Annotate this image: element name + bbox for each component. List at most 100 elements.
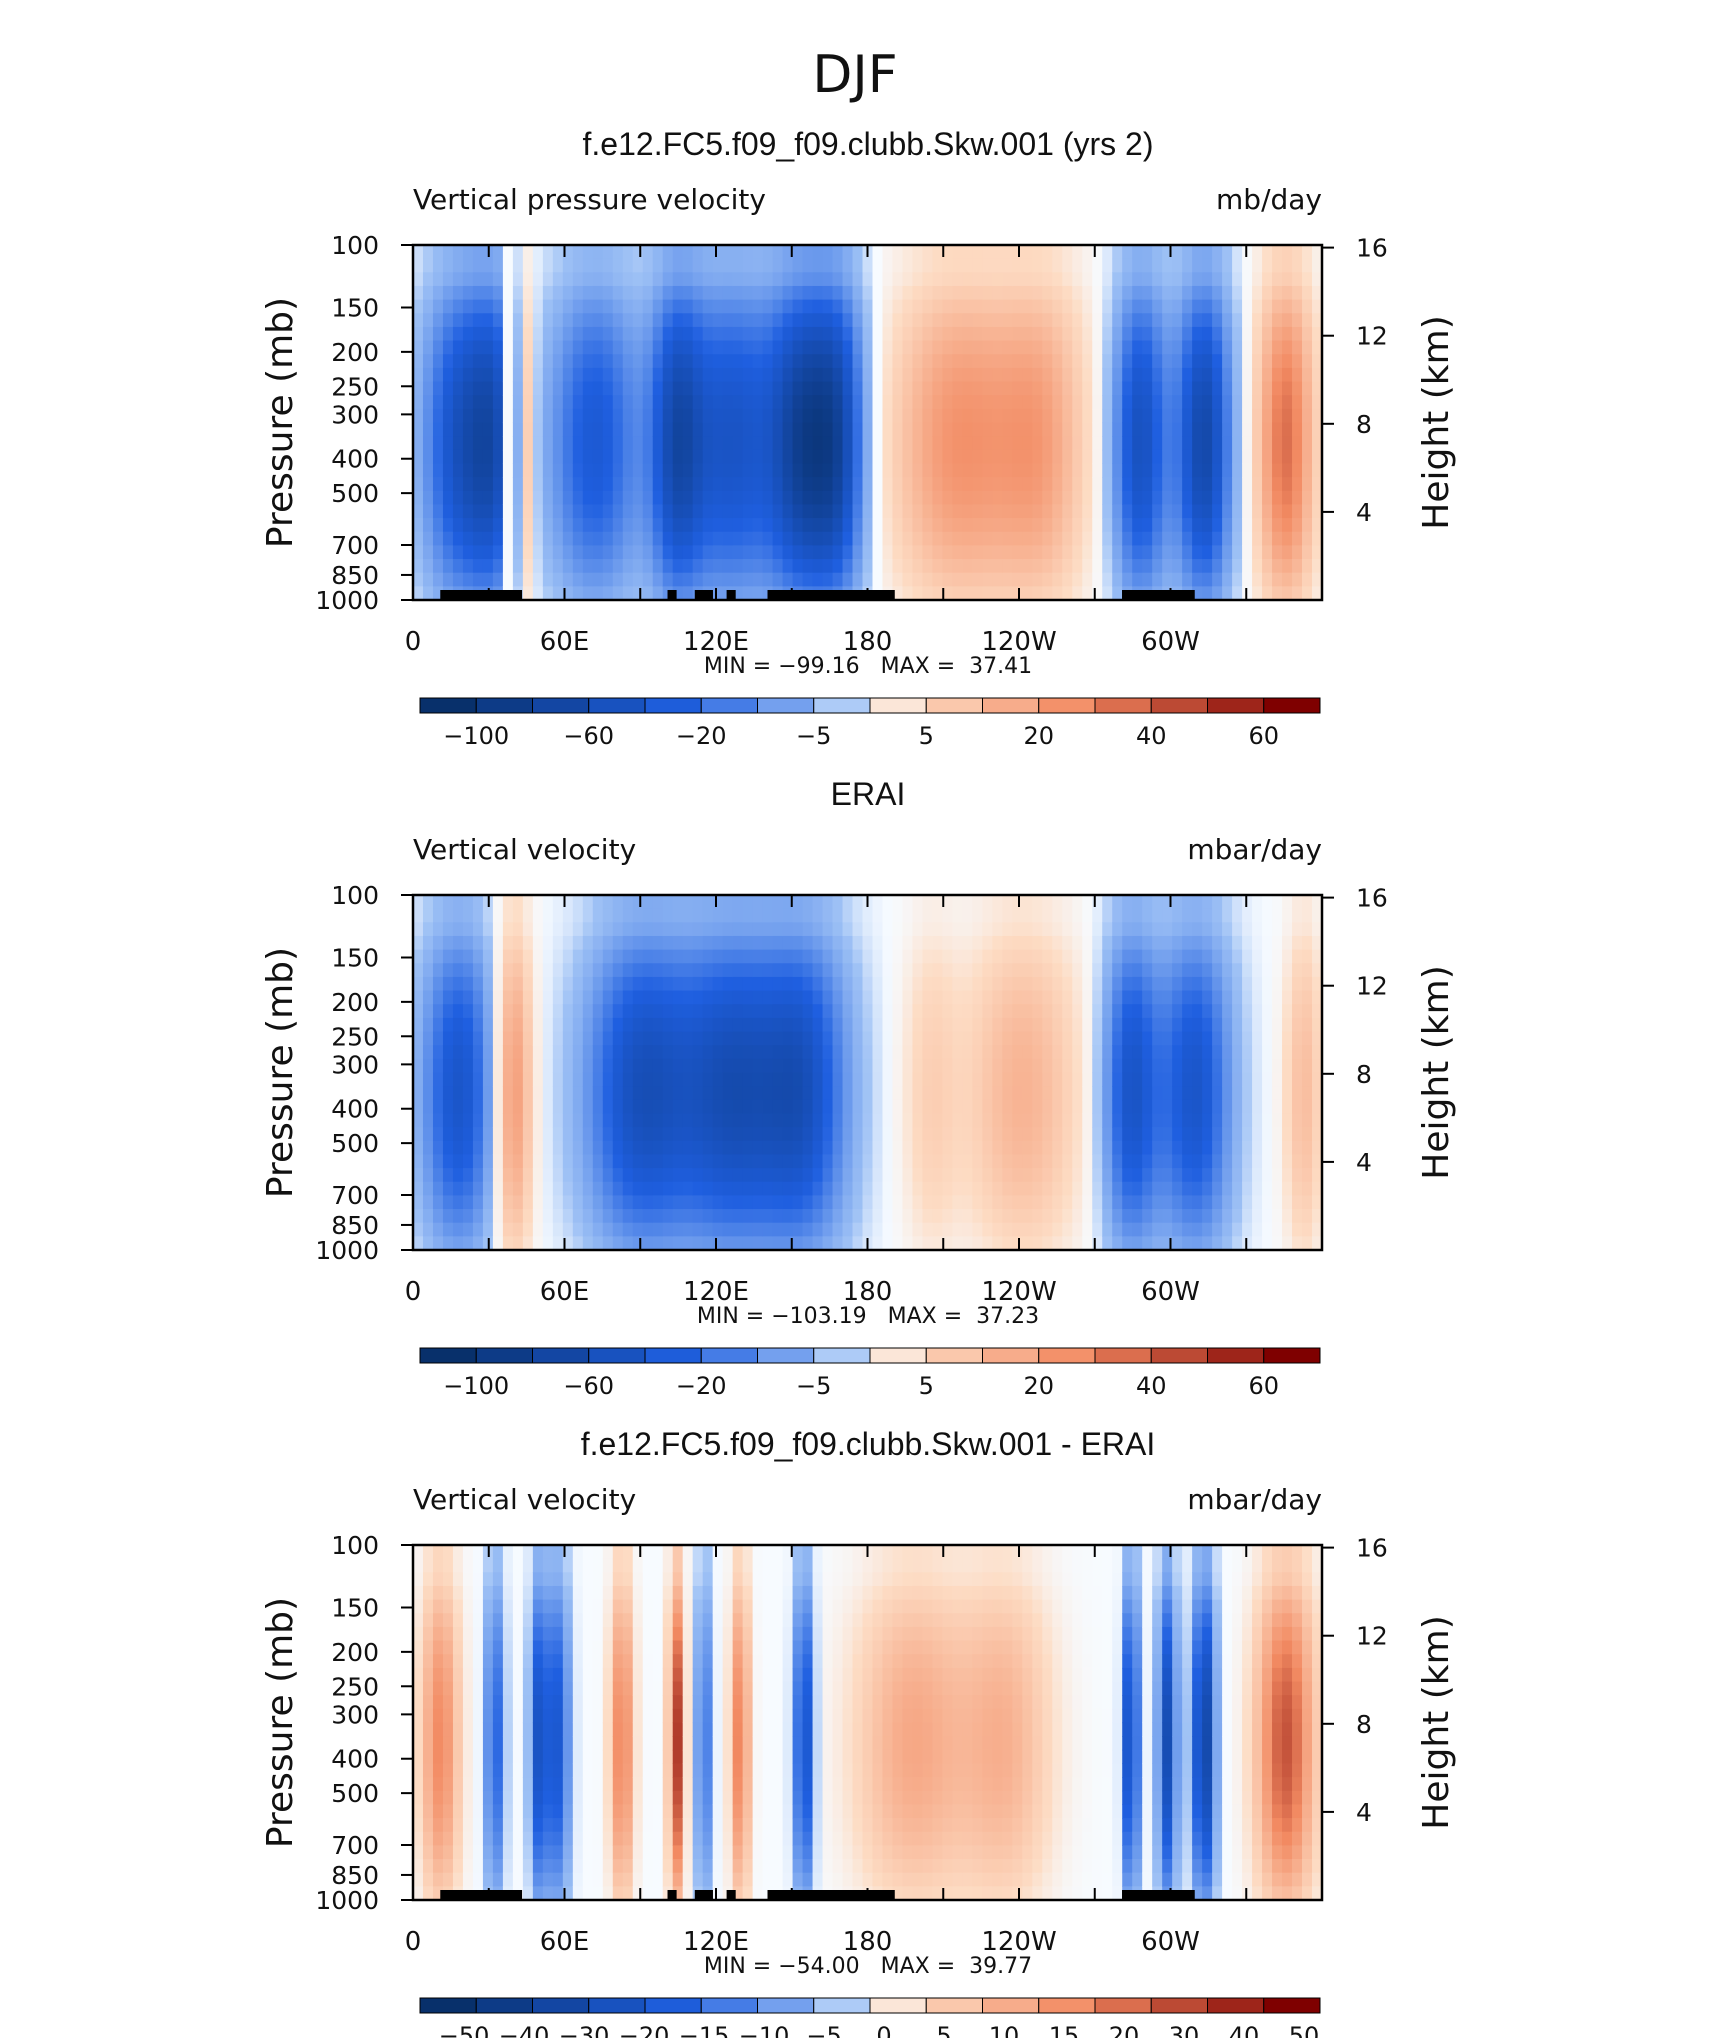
y-tick-label: 300 [331, 1050, 379, 1079]
contour-cell [482, 1209, 494, 1224]
contour-cell [1212, 1195, 1223, 1210]
contour-cell [1072, 367, 1083, 383]
contour-cell [672, 1222, 684, 1237]
contour-cell [1252, 572, 1263, 587]
contour-cell [582, 395, 594, 410]
contour-cell [1252, 1181, 1263, 1196]
contour-cell [1272, 354, 1283, 369]
contour-cell [922, 285, 934, 301]
contour-cell [582, 1195, 594, 1210]
contour-cell [812, 299, 824, 314]
contour-cell [802, 1140, 814, 1156]
contour-cell [642, 1195, 654, 1210]
contour-cell [1042, 408, 1053, 424]
contour-cell [792, 922, 804, 937]
contour-cell [842, 1222, 854, 1237]
contour-cell [612, 1099, 624, 1115]
contour-cell [1072, 1086, 1083, 1101]
contour-cell [652, 1168, 664, 1183]
contour-cell [932, 285, 944, 301]
contour-cell [1182, 258, 1193, 273]
contour-cell [582, 586, 594, 601]
contour-cell [452, 1113, 464, 1128]
contour-cell [622, 1236, 634, 1251]
contour-cell [732, 1236, 744, 1251]
contour-cell [482, 367, 494, 383]
contour-cell [1302, 895, 1313, 910]
contour-cell [452, 1168, 464, 1183]
contour-cell [1052, 422, 1063, 437]
contour-cell [782, 285, 794, 301]
contour-cell [642, 1058, 654, 1074]
contour-cell [802, 1004, 814, 1019]
contour-cell [1162, 518, 1173, 533]
contour-cell [1132, 477, 1143, 492]
contour-cell [432, 463, 444, 478]
contour-cell [432, 976, 444, 992]
contour-cell [792, 572, 804, 587]
contour-cell [1282, 1058, 1293, 1074]
contour-cell [972, 408, 983, 424]
contour-cell [662, 908, 674, 923]
contour-cell [1102, 963, 1113, 978]
contour-cell [852, 1222, 864, 1237]
contour-cell [1302, 313, 1313, 328]
contour-cell [1002, 1004, 1013, 1019]
contour-cell [1152, 559, 1163, 574]
contour-cell [1122, 1017, 1133, 1033]
contour-cell [662, 1113, 674, 1128]
contour-cell [1292, 1195, 1303, 1210]
contour-cell [482, 1017, 494, 1033]
contour-cell [1272, 895, 1283, 910]
contour-cell [432, 1222, 444, 1237]
contour-cell [413, 1140, 424, 1156]
contour-cell [572, 935, 584, 951]
contour-cell [872, 449, 884, 465]
contour-cell [762, 422, 774, 437]
contour-cell [472, 299, 484, 314]
contour-cell [592, 354, 604, 369]
contour-cell [882, 518, 894, 533]
contour-cell [612, 408, 624, 424]
contour-cell [842, 272, 854, 287]
contour-cell [452, 1072, 464, 1087]
contour-cell [542, 367, 554, 383]
contour-cell [1062, 340, 1073, 355]
contour-cell [1142, 463, 1153, 478]
contour-cell [413, 1886, 424, 1901]
contour-cell [922, 976, 934, 992]
contour-cell [872, 245, 884, 260]
contour-cell [952, 272, 963, 287]
contour-cell [612, 313, 624, 328]
contour-cell [522, 272, 534, 287]
contour-cell [622, 990, 634, 1005]
contour-cell [992, 1045, 1003, 1060]
contour-cell [612, 1086, 624, 1101]
contour-cell [632, 504, 644, 519]
contour-cell [1052, 285, 1063, 301]
contour-cell [882, 1222, 894, 1237]
contour-cell [942, 1113, 954, 1128]
contour-cell [1202, 1099, 1213, 1115]
contour-cell [1092, 1072, 1103, 1087]
contour-cell [732, 1017, 744, 1033]
contour-cell [872, 272, 884, 287]
land-mask-bar [767, 590, 895, 600]
contour-cell [512, 1181, 524, 1196]
contour-cell [682, 559, 694, 574]
contour-cell [622, 1154, 634, 1169]
contour-cell [1072, 258, 1083, 273]
contour-cell [782, 326, 794, 342]
contour-cell [512, 1154, 524, 1169]
contour-cell [582, 531, 594, 546]
contour-cell [462, 245, 474, 260]
contour-cell [822, 1058, 834, 1074]
contour-cell [572, 1181, 584, 1196]
contour-cell [622, 1195, 634, 1210]
contour-cell [632, 477, 644, 492]
contour-cell [1102, 1195, 1113, 1210]
contour-cell [892, 1086, 904, 1101]
contour-cell [1072, 1072, 1083, 1087]
contour-cell [422, 1236, 434, 1251]
contour-cell [432, 1572, 444, 1587]
